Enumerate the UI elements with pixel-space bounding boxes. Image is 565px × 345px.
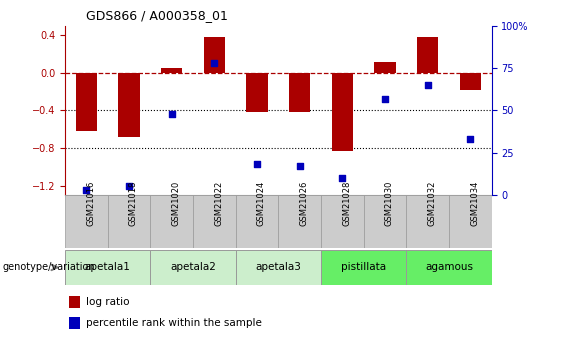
Bar [161, 68, 182, 73]
Text: GSM21032: GSM21032 [428, 180, 437, 226]
Bar [406, 195, 449, 248]
Text: pistillata: pistillata [341, 263, 386, 272]
Bar [246, 73, 268, 112]
Bar [332, 73, 353, 151]
Point [466, 136, 475, 142]
Bar [65, 250, 150, 285]
Text: GSM21024: GSM21024 [257, 180, 266, 226]
Bar [406, 250, 492, 285]
Text: agamous: agamous [425, 263, 473, 272]
Bar [118, 73, 140, 137]
Bar [417, 37, 438, 73]
Point [423, 82, 432, 88]
Point [338, 175, 347, 181]
Text: GSM21028: GSM21028 [342, 180, 351, 226]
Bar [449, 195, 492, 248]
Point [380, 96, 389, 101]
Text: GSM21034: GSM21034 [470, 180, 479, 226]
Bar [150, 195, 193, 248]
Text: GSM21030: GSM21030 [385, 180, 394, 226]
Bar [76, 73, 97, 131]
Text: GSM21018: GSM21018 [129, 180, 138, 226]
Text: GDS866 / A000358_01: GDS866 / A000358_01 [86, 9, 228, 22]
Text: apetala3: apetala3 [255, 263, 301, 272]
Point [167, 111, 176, 117]
Text: log ratio: log ratio [86, 297, 130, 307]
Text: apetala1: apetala1 [85, 263, 131, 272]
Point [295, 164, 304, 169]
Bar [236, 195, 279, 248]
Bar [289, 73, 310, 112]
Text: apetala2: apetala2 [170, 263, 216, 272]
Text: GSM21020: GSM21020 [172, 180, 181, 226]
Text: GSM21026: GSM21026 [299, 180, 308, 226]
Bar [107, 195, 150, 248]
Bar [65, 195, 107, 248]
Text: percentile rank within the sample: percentile rank within the sample [86, 318, 262, 328]
Point [124, 184, 133, 189]
Text: genotype/variation: genotype/variation [3, 263, 95, 272]
Bar [69, 296, 80, 308]
Bar [150, 250, 236, 285]
Point [253, 162, 262, 167]
Bar [321, 250, 406, 285]
Bar [321, 195, 364, 248]
Bar [203, 37, 225, 73]
Text: GSM21022: GSM21022 [214, 180, 223, 226]
Bar [364, 195, 406, 248]
Bar [374, 61, 396, 73]
Bar [236, 250, 321, 285]
Bar [278, 195, 321, 248]
Bar [69, 317, 80, 329]
Point [82, 187, 91, 193]
Bar [193, 195, 236, 248]
Bar [459, 73, 481, 90]
Point [210, 60, 219, 66]
Text: GSM21016: GSM21016 [86, 180, 95, 226]
